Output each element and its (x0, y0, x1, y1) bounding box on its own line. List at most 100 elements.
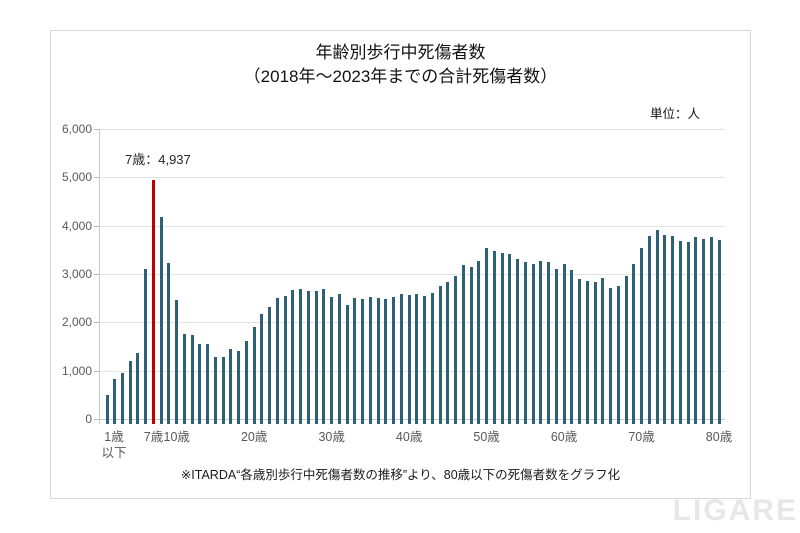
bar-30歳 (330, 296, 334, 424)
bar-12歳 (190, 334, 194, 424)
y-tick-6000 (94, 129, 99, 130)
x-axis-label-60: 60歳 (550, 430, 578, 444)
highlighted-bar-7歳 (151, 180, 155, 424)
x-axis-label-30: 30歳 (318, 430, 345, 444)
bar-46歳 (454, 275, 458, 424)
bar-70歳 (640, 247, 644, 424)
bar-32歳 (345, 305, 349, 424)
bar-61歳 (570, 270, 574, 424)
bar-78歳 (702, 238, 705, 424)
bar-26歳 (299, 289, 303, 424)
bar-6歳 (144, 268, 148, 424)
x-axis-line (99, 419, 725, 420)
bar-48歳 (469, 266, 473, 424)
y-axis-line (99, 129, 100, 424)
bar-52歳 (500, 253, 504, 424)
bar-58歳 (547, 261, 551, 424)
y-axis-label-3000: 3,000 (61, 267, 92, 281)
bar-56歳 (531, 263, 535, 424)
bar-11歳 (182, 333, 186, 424)
unit-label: 単位：人 (649, 107, 700, 121)
bar-79歳 (709, 237, 713, 424)
bar-15歳 (213, 357, 217, 424)
bar-28歳 (314, 290, 318, 424)
bar-10歳 (175, 299, 179, 424)
gridline-5000 (99, 177, 725, 179)
x-axis-label-70: 70歳 (628, 430, 655, 444)
bar-14歳 (206, 344, 210, 424)
bar-54歳 (516, 259, 520, 424)
bar-37歳 (384, 298, 388, 424)
y-tick-3000 (94, 274, 99, 275)
bar-22歳 (268, 306, 272, 424)
bar-35歳 (368, 296, 372, 424)
bar-44歳 (438, 285, 442, 424)
x-axis-label-50: 50歳 (473, 430, 500, 444)
bar-34歳 (361, 298, 365, 424)
bar-66歳 (609, 288, 613, 424)
bar-80歳 (717, 240, 721, 424)
bar-5歳 (136, 352, 140, 424)
bar-41歳 (415, 294, 419, 424)
bar-27歳 (306, 291, 310, 424)
y-axis-label-5000: 5,000 (61, 170, 92, 185)
y-axis-label-2000: 2,000 (61, 315, 92, 330)
bar-55歳 (523, 261, 527, 424)
y-tick-1000 (94, 370, 99, 372)
bar-31歳 (337, 293, 341, 424)
x-axis-label-1: 1歳 以下 (101, 430, 127, 460)
bar-59歳 (554, 269, 558, 424)
chart-title-line1: 年齢別歩行中死傷者数 (315, 43, 486, 62)
x-axis-label-10: 10歳 (163, 430, 190, 444)
bar-63歳 (585, 281, 589, 424)
bar-60歳 (562, 264, 566, 424)
bar-77歳 (694, 236, 698, 424)
y-axis-label-1000: 1,000 (61, 363, 92, 378)
x-axis-label-80: 80歳 (705, 430, 733, 444)
gridline-3000 (99, 274, 725, 275)
bar-43歳 (430, 292, 434, 424)
bar-24歳 (283, 295, 287, 424)
bar-68歳 (624, 276, 628, 424)
bar-9歳 (167, 262, 171, 424)
ligare-watermark: LIGARE (672, 494, 798, 527)
chart-frame: 年齢別歩行中死傷者数 （2018年～2023年までの合計死傷者数） 単位：人 7… (50, 30, 751, 499)
bar-57歳 (539, 260, 543, 424)
bar-42歳 (423, 295, 427, 424)
bar-33歳 (353, 297, 357, 424)
bar-69歳 (632, 264, 636, 424)
y-tick-4000 (94, 225, 99, 227)
bar-75歳 (678, 241, 682, 424)
bar-3歳 (120, 372, 124, 424)
bar-8歳 (159, 216, 163, 424)
bar-62歳 (578, 279, 582, 424)
bar-39歳 (399, 294, 403, 424)
bar-1歳以下 (105, 394, 109, 424)
chart-title-line2: （2018年～2023年までの合計死傷者数） (243, 67, 558, 86)
gridline-4000 (99, 225, 725, 227)
peak-annotation: 7歳：4,937 (125, 152, 191, 167)
bar-74歳 (671, 235, 675, 424)
bar-29歳 (322, 289, 326, 424)
x-axis-label-7: 7歳 (143, 430, 164, 444)
bar-25歳 (291, 290, 295, 424)
y-tick-2000 (94, 322, 99, 324)
bar-72歳 (655, 230, 659, 424)
gridline-6000 (99, 129, 725, 130)
source-note: ※ITARDA“各歳別歩行中死傷者数の推移”より、80歳以下の死傷者数をグラフ化 (180, 468, 621, 482)
bar-47歳 (461, 265, 465, 424)
bar-4歳 (128, 361, 132, 424)
bar-40歳 (407, 295, 411, 424)
plot-area (94, 129, 725, 424)
y-axis-label-4000: 4,000 (61, 218, 92, 233)
x-axis-label-20: 20歳 (240, 430, 268, 444)
bar-20歳 (252, 326, 256, 424)
chart-title: 年齢別歩行中死傷者数 （2018年～2023年までの合計死傷者数） (51, 41, 750, 89)
bar-51歳 (492, 250, 496, 424)
bar-36歳 (376, 297, 380, 424)
bar-19歳 (244, 340, 248, 424)
bar-50歳 (485, 248, 489, 424)
gridline-1000 (99, 370, 725, 372)
bar-23歳 (275, 297, 279, 424)
